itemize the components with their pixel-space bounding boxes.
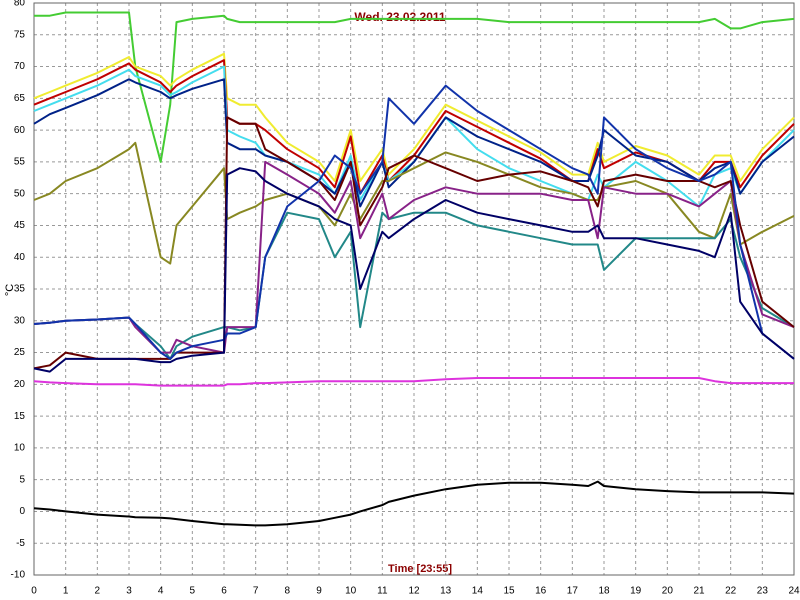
y-tick-label: 55 bbox=[14, 157, 26, 168]
x-tick-label: 2 bbox=[95, 586, 101, 597]
series-line bbox=[33, 211, 795, 360]
series-line bbox=[33, 52, 795, 182]
series-line bbox=[33, 65, 795, 208]
y-tick-label: 30 bbox=[14, 315, 26, 326]
series-line bbox=[33, 116, 795, 370]
x-tick-label: 6 bbox=[221, 586, 227, 597]
series-line bbox=[34, 11, 795, 163]
x-tick-label: 17 bbox=[567, 586, 579, 597]
x-tick-label: 15 bbox=[503, 586, 515, 597]
x-tick-label: 24 bbox=[788, 586, 800, 597]
y-tick-label: 65 bbox=[14, 93, 26, 104]
x-tick-label: 8 bbox=[285, 586, 291, 597]
y-tick-label: -10 bbox=[11, 570, 26, 581]
x-tick-label: 19 bbox=[630, 586, 642, 597]
x-tick-label: 3 bbox=[126, 586, 132, 597]
x-tick-label: 9 bbox=[316, 586, 322, 597]
y-tick-label: 35 bbox=[14, 284, 26, 295]
series-line bbox=[33, 480, 795, 527]
y-tick-label: 20 bbox=[14, 379, 26, 390]
y-tick-label: 15 bbox=[14, 411, 26, 422]
y-tick-label: -5 bbox=[16, 538, 25, 549]
x-tick-label: 23 bbox=[757, 586, 769, 597]
series-line bbox=[33, 167, 795, 373]
x-tick-label: 21 bbox=[693, 586, 705, 597]
y-axis-label: °C bbox=[4, 284, 16, 296]
x-axis-label: Time [23:55] bbox=[388, 563, 452, 575]
chart-title: Wed. 23.02.2011 bbox=[354, 10, 446, 24]
x-tick-label: 14 bbox=[472, 586, 484, 597]
x-tick-label: 7 bbox=[253, 586, 259, 597]
x-tick-label: 12 bbox=[408, 586, 420, 597]
y-tick-label: 80 bbox=[14, 0, 26, 9]
y-tick-label: 0 bbox=[19, 506, 25, 517]
x-tick-label: 10 bbox=[345, 586, 357, 597]
x-tick-label: 20 bbox=[662, 586, 674, 597]
x-tick-label: 0 bbox=[31, 586, 37, 597]
x-tick-label: 22 bbox=[725, 586, 737, 597]
x-tick-label: 18 bbox=[598, 586, 610, 597]
series-line bbox=[33, 377, 794, 387]
x-tick-label: 13 bbox=[440, 586, 452, 597]
y-tick-label: 75 bbox=[14, 29, 26, 40]
x-tick-label: 1 bbox=[63, 586, 69, 597]
y-tick-label: 50 bbox=[14, 188, 26, 199]
series-line bbox=[33, 84, 795, 360]
plot-frame bbox=[33, 2, 795, 576]
x-tick-label: 11 bbox=[377, 586, 388, 597]
y-tick-label: 25 bbox=[14, 347, 26, 358]
x-tick-label: 16 bbox=[535, 586, 547, 597]
series-line bbox=[33, 160, 795, 354]
x-tick-label: 4 bbox=[158, 586, 164, 597]
y-tick-label: 70 bbox=[14, 61, 26, 72]
x-tick-label: 5 bbox=[190, 586, 196, 597]
y-tick-label: 10 bbox=[14, 443, 26, 454]
y-tick-label: 40 bbox=[14, 252, 26, 263]
series-line bbox=[33, 78, 795, 208]
y-tick-label: 45 bbox=[14, 220, 26, 231]
y-tick-label: 60 bbox=[14, 125, 26, 136]
y-tick-label: 5 bbox=[19, 474, 25, 485]
